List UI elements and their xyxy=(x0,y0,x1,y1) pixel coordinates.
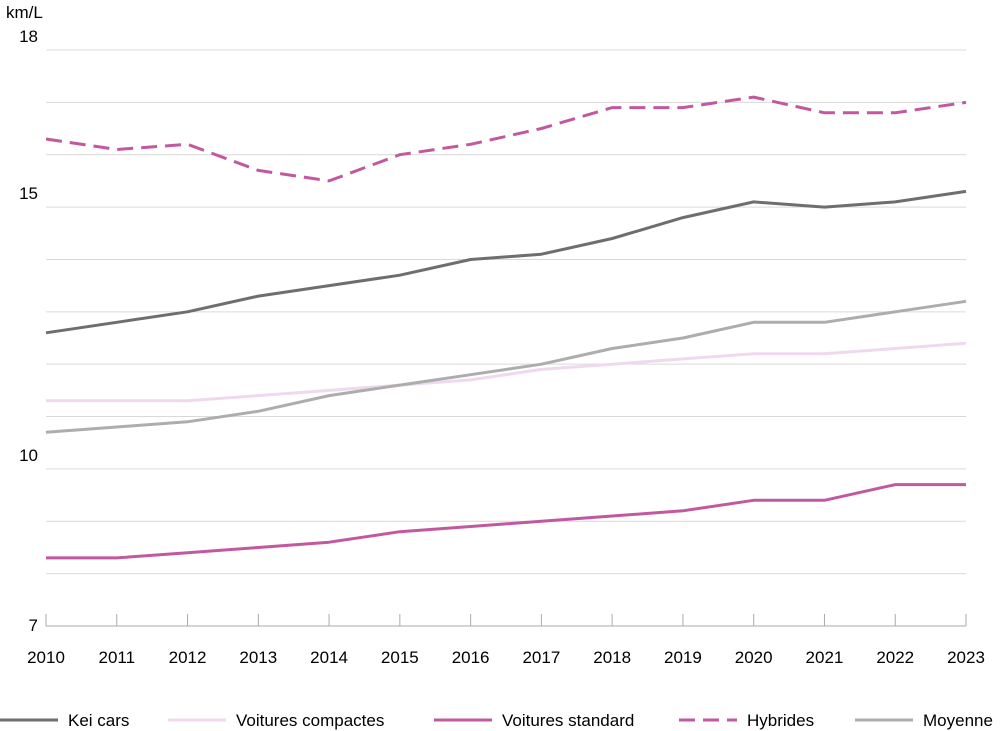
x-tick-label: 2020 xyxy=(735,648,773,667)
x-tick-label: 2017 xyxy=(522,648,560,667)
legend-label-kei-cars: Kei cars xyxy=(68,711,129,730)
y-tick-label: 7 xyxy=(29,616,38,635)
y-axis-label: km/L xyxy=(6,3,43,22)
legend-label-voitures-standard: Voitures standard xyxy=(502,711,634,730)
series-line-moyenne xyxy=(45,299,967,434)
y-tick-label: 15 xyxy=(19,184,38,203)
series-line-voitures-standard xyxy=(46,483,966,560)
y-tick-labels: 7 10 15 18 xyxy=(19,27,38,635)
x-tick-label: 2022 xyxy=(876,648,914,667)
x-tick-label: 2015 xyxy=(381,648,419,667)
x-tick-label: 2013 xyxy=(239,648,277,667)
series-line-kei-cars xyxy=(45,189,967,335)
series-lines xyxy=(45,95,967,560)
legend: Kei cars Voitures compactes Voitures stand… xyxy=(0,711,993,730)
x-tick-label: 2011 xyxy=(98,648,135,667)
legend-label-hybrides: Hybrides xyxy=(747,711,814,730)
x-tick-label: 2019 xyxy=(664,648,702,667)
x-tick-label: 2018 xyxy=(593,648,631,667)
x-tick-label: 2016 xyxy=(452,648,490,667)
x-tick-label: 2012 xyxy=(169,648,207,667)
x-axis: 2010 2011 2012 2013 2014 2015 2016 2017 2018 2019… xyxy=(27,614,985,667)
y-tick-label: 10 xyxy=(19,446,38,465)
legend-label-voitures-compactes: Voitures compactes xyxy=(236,711,384,730)
series-line-voitures-compactes xyxy=(46,341,967,403)
legend-label-moyenne: Moyenne xyxy=(923,711,993,730)
x-tick-label: 2014 xyxy=(310,648,348,667)
y-tick-label: 18 xyxy=(19,27,38,46)
x-tick-label: 2021 xyxy=(806,648,844,667)
x-tick-label: 2010 xyxy=(27,648,65,667)
x-tick-label: 2023 xyxy=(947,648,985,667)
grid-lines xyxy=(46,49,966,575)
series-line-hybrides xyxy=(45,95,967,183)
